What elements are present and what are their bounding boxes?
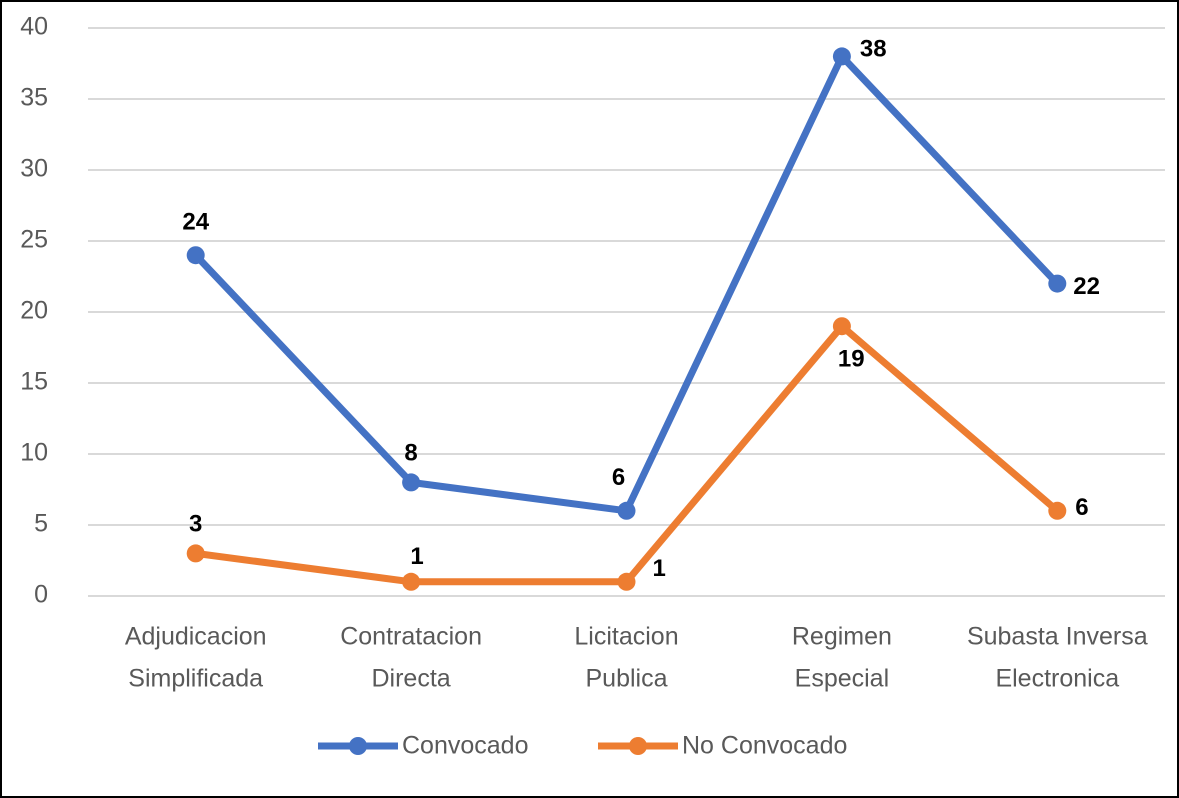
y-tick-label: 35 <box>20 84 48 112</box>
x-tick-label: Especial <box>795 665 890 693</box>
data-label: 22 <box>1073 273 1100 300</box>
y-tick-label: 0 <box>34 581 48 609</box>
point <box>186 544 205 563</box>
x-tick-label: Simplificada <box>128 665 263 693</box>
x-tick-label: Subasta Inversa <box>967 623 1148 651</box>
x-tick-label: Licitacion <box>574 623 678 651</box>
x-tick-label: Adjudicacion <box>125 623 267 651</box>
point <box>1048 274 1067 293</box>
legend-marker <box>629 737 647 755</box>
data-label: 24 <box>182 209 209 236</box>
data-label: 1 <box>410 543 423 570</box>
y-tick-label: 5 <box>34 510 48 538</box>
y-tick-label: 25 <box>20 226 48 254</box>
legend-label: Convocado <box>402 732 528 760</box>
point <box>832 47 851 66</box>
y-tick-label: 30 <box>20 155 48 183</box>
y-tick-label: 40 <box>20 13 48 41</box>
point <box>1048 501 1067 520</box>
x-tick-label: Contratacion <box>340 623 482 651</box>
data-label: 3 <box>189 511 202 538</box>
point <box>402 473 421 492</box>
x-tick-label: Directa <box>372 665 451 693</box>
point <box>617 572 636 591</box>
data-label: 19 <box>838 346 865 373</box>
point <box>186 246 205 265</box>
data-label: 6 <box>612 464 625 491</box>
x-tick-label: Publica <box>586 665 668 693</box>
x-tick-label: Regimen <box>792 623 892 651</box>
y-tick-label: 20 <box>20 297 48 325</box>
legend-marker <box>349 737 367 755</box>
data-label: 6 <box>1075 494 1088 521</box>
legend-label: No Convocado <box>682 732 847 760</box>
point <box>617 501 636 520</box>
y-tick-label: 10 <box>20 439 48 467</box>
point <box>402 572 421 591</box>
data-label: 8 <box>404 440 417 467</box>
y-tick-label: 15 <box>20 368 48 396</box>
x-tick-label: Electronica <box>995 665 1119 693</box>
data-label: 38 <box>860 36 887 63</box>
point <box>832 317 851 336</box>
data-label: 1 <box>653 555 666 582</box>
